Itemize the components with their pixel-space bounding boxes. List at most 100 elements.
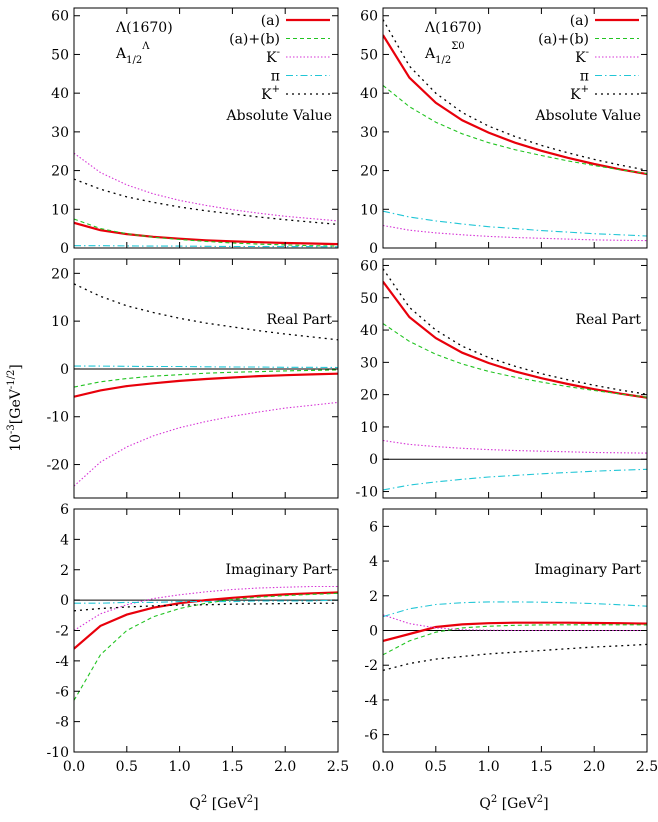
- series-line-ab: [74, 369, 338, 388]
- series-line-ab: [383, 84, 647, 175]
- y-tick-label: -8: [55, 715, 69, 731]
- y-tick-label: -10: [46, 410, 69, 426]
- y-tick-label: -4: [55, 654, 69, 670]
- y-tick-label: 6: [369, 519, 378, 535]
- series-line-kplus: [383, 268, 647, 395]
- y-tick-label: -20: [46, 458, 69, 474]
- legend-label-pi: π: [271, 69, 280, 85]
- series-line-kminus: [383, 614, 647, 632]
- panel-1-1: -10 0 10 20 30 40 50 60 Real Part: [355, 258, 648, 501]
- y-tick-label: 0: [60, 362, 69, 378]
- y-tick-label: 2: [369, 589, 378, 605]
- y-tick-label: 10: [360, 202, 378, 218]
- y-tick-label: 40: [360, 86, 378, 102]
- panel-1-0: 0 10 20 30 40 50 60 Absolute Value Λ(1670) A1/2Σ0…: [360, 7, 648, 257]
- series-line-kminus: [74, 401, 338, 487]
- amplitude-label: A1/2Λ: [115, 41, 150, 66]
- y-tick-label: -2: [364, 658, 378, 674]
- legend-label-a: (a): [261, 13, 280, 29]
- series-line-a: [383, 280, 647, 399]
- y-tick-label: -10: [46, 745, 69, 761]
- y-tick-label: 10: [360, 420, 378, 436]
- y-tick-label: 30: [51, 125, 69, 141]
- y-tick-label: -4: [364, 693, 378, 709]
- series-line-a: [74, 372, 338, 398]
- y-tick-label: -10: [355, 485, 378, 501]
- y-tick-label: -2: [55, 624, 69, 640]
- series-line-ab: [383, 624, 647, 656]
- y-tick-label: 50: [360, 291, 378, 307]
- x-tick-label: 2.5: [327, 759, 349, 775]
- state-label: Λ(1670): [424, 20, 482, 36]
- y-tick-label: -6: [364, 728, 378, 744]
- plot-frame: [382, 7, 648, 249]
- y-tick-label: 0: [60, 593, 69, 609]
- x-tick-label: 0.0: [372, 759, 394, 775]
- y-tick-label: 4: [60, 532, 69, 548]
- legend-label-kplus: K+: [261, 84, 280, 103]
- series-line-kminus: [383, 224, 647, 242]
- series-line-pi: [383, 210, 647, 237]
- series-line-a: [383, 34, 647, 176]
- series-line-ab: [74, 218, 338, 247]
- y-tick-label: 0: [369, 624, 378, 640]
- panel-title: Absolute Value: [226, 108, 333, 124]
- panel-title: Imaginary Part: [226, 562, 333, 578]
- series-line-kminus: [383, 439, 647, 454]
- y-tick-label: 0: [369, 241, 378, 257]
- series-line-a: [74, 221, 338, 246]
- panel-title: Real Part: [575, 312, 641, 328]
- legend-label-kplus: K+: [570, 84, 589, 103]
- panel-0-2: -10 -8 -6 -4 -2 0 2 4 6 0.0 0.5 1.0 1.5 2.0 2.5 Imagina…: [46, 502, 349, 775]
- y-tick-label: 30: [360, 125, 378, 141]
- y-tick-label: 20: [360, 388, 378, 404]
- series-line-kminus: [74, 152, 338, 222]
- plot-frame: [73, 258, 339, 499]
- y-tick-label: 30: [360, 355, 378, 371]
- panel-title: Real Part: [266, 312, 332, 328]
- y-tick-label: 2: [60, 563, 69, 579]
- x-tick-label: 0.5: [425, 759, 447, 775]
- x-axis-label-right: Q2 [GeV2]: [479, 794, 548, 812]
- y-tick-label: 60: [360, 258, 378, 274]
- series-line-pi: [74, 365, 338, 369]
- x-tick-label: 1.0: [168, 759, 190, 775]
- x-tick-label: 2.0: [274, 759, 296, 775]
- series-line-pi: [383, 601, 647, 618]
- x-tick-label: 2.5: [636, 759, 658, 775]
- panel-1-2: -6 -4 -2 0 2 4 6 0.0 0.5 1.0 1.5 2.0 2.5 Imaginary Pa…: [364, 508, 658, 775]
- legend-label-ab: (a)+(b): [538, 32, 589, 48]
- y-tick-label: -6: [55, 684, 69, 700]
- series-line-kplus: [383, 643, 647, 672]
- series-line-pi: [74, 599, 338, 604]
- series-line-ab: [74, 592, 338, 701]
- y-tick-label: 20: [51, 266, 69, 282]
- plot-frame: [382, 258, 648, 499]
- series-line-kplus: [74, 178, 338, 226]
- legend-label-kminus: K-: [575, 47, 589, 66]
- y-tick-label: 50: [360, 47, 378, 63]
- y-tick-label: 10: [51, 202, 69, 218]
- x-tick-label: 1.0: [477, 759, 499, 775]
- state-label: Λ(1670): [115, 20, 173, 36]
- plot-frame: [73, 508, 339, 753]
- x-tick-label: 1.5: [530, 759, 552, 775]
- x-tick-label: 1.5: [221, 759, 243, 775]
- y-tick-label: 20: [51, 164, 69, 180]
- series-line-kplus: [74, 283, 338, 341]
- y-tick-label: 60: [360, 9, 378, 25]
- series-line-a: [383, 621, 647, 642]
- panel-title: Imaginary Part: [535, 562, 642, 578]
- x-tick-label: 0.5: [116, 759, 138, 775]
- y-tick-label: 4: [369, 554, 378, 570]
- series-line-pi: [74, 245, 338, 248]
- series-line-kplus: [74, 602, 338, 612]
- plot-frame: [73, 7, 339, 249]
- legend-label-pi: π: [580, 69, 589, 85]
- series-line-pi: [383, 468, 647, 491]
- panel-0-0: 0 10 20 30 40 50 60 Absolute Value Λ(1670) A1/2Λ (…: [51, 7, 339, 257]
- x-tick-label: 0.0: [63, 759, 85, 775]
- amplitude-label: A1/2Σ0: [424, 41, 465, 66]
- x-axis-label-left: Q2 [GeV2]: [189, 794, 258, 812]
